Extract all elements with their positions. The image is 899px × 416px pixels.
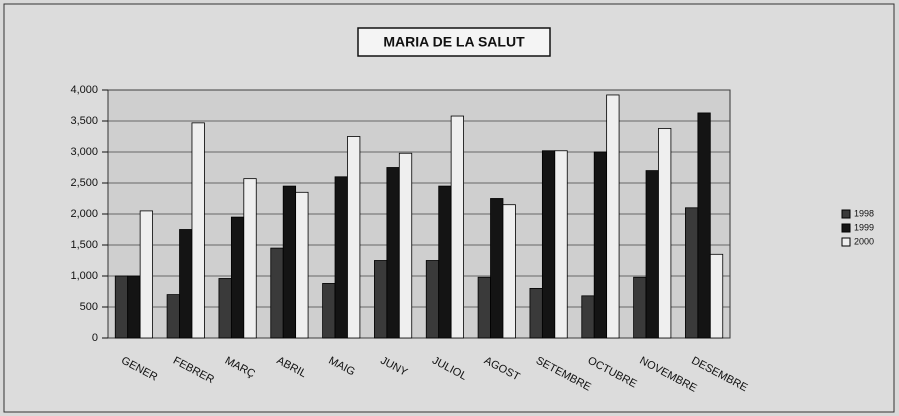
- bar: [685, 207, 699, 339]
- bar: [243, 178, 257, 339]
- bar: [295, 191, 309, 339]
- y-tick-label: 500: [80, 301, 98, 313]
- bar: [191, 122, 205, 339]
- bar: [230, 216, 245, 339]
- legend-label: 1999: [854, 222, 874, 232]
- bar: [218, 278, 232, 339]
- y-tick-label: 1,000: [70, 270, 98, 282]
- bar: [477, 276, 491, 339]
- y-tick-label: 4,000: [70, 84, 98, 96]
- legend-swatch: [841, 223, 851, 233]
- bar: [425, 260, 440, 339]
- legend-swatch: [841, 209, 851, 219]
- y-tick-label: 1,500: [70, 239, 98, 251]
- y-tick-label: 2,000: [70, 208, 98, 220]
- bar: [541, 150, 556, 339]
- bar: [438, 185, 452, 339]
- bar: [139, 210, 153, 339]
- bar: [593, 151, 608, 339]
- y-tick-label: 0: [92, 332, 98, 344]
- legend-label: 1998: [854, 208, 874, 218]
- bar: [322, 283, 336, 339]
- bar: [529, 287, 543, 339]
- legend-label: 2000: [854, 236, 874, 246]
- bar: [581, 295, 595, 339]
- bar: [658, 128, 672, 339]
- y-tick-label: 3,000: [70, 146, 98, 158]
- bar: [633, 276, 647, 339]
- bar: [166, 294, 180, 339]
- bar: [490, 198, 504, 339]
- bar: [386, 167, 400, 339]
- title-box: [357, 27, 551, 57]
- bar: [114, 275, 129, 339]
- bar: [347, 136, 361, 339]
- bar: [179, 229, 193, 339]
- bar: [270, 247, 284, 339]
- bar: [697, 112, 711, 339]
- y-tick-label: 2,500: [70, 177, 98, 189]
- bar: [645, 170, 659, 339]
- bar: [282, 185, 297, 339]
- bar: [502, 204, 516, 339]
- bar: [709, 253, 724, 339]
- bar: [127, 275, 141, 339]
- y-tick-label: 3,500: [70, 115, 98, 127]
- bar: [450, 115, 464, 339]
- bar: [334, 176, 348, 339]
- legend-swatch: [841, 237, 851, 247]
- bar: [398, 152, 413, 339]
- chart-title: MARIA DE LA SALUT: [383, 34, 525, 50]
- bar: [374, 260, 388, 339]
- bar: [606, 94, 620, 339]
- bar: [554, 150, 568, 339]
